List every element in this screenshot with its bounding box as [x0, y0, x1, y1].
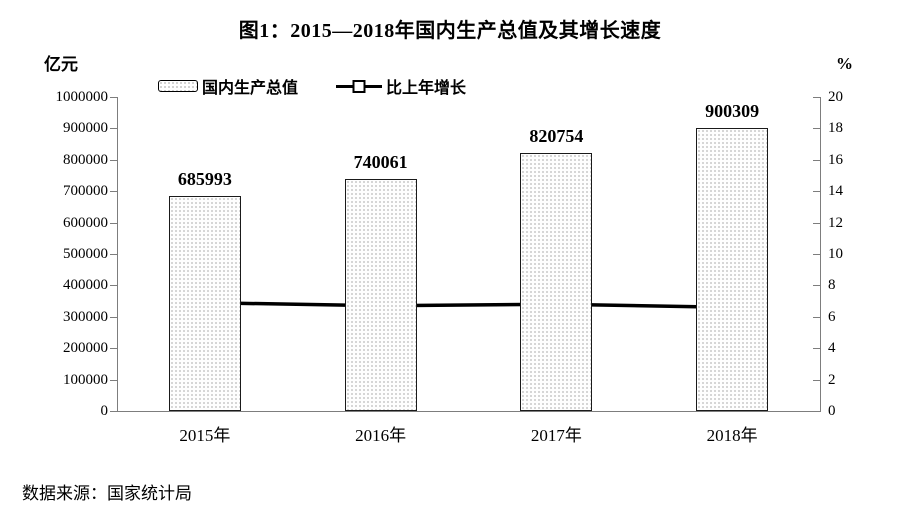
chart-title: 图1：2015—2018年国内生产总值及其增长速度: [238, 20, 662, 42]
left-axis-tick: [110, 191, 117, 193]
left-axis-tick: [110, 159, 117, 161]
x-axis-category-label: 2017年: [530, 426, 582, 445]
legend-bar-swatch-icon: [158, 80, 198, 92]
left-axis-tick: [110, 379, 117, 381]
left-axis-tick: [110, 285, 117, 287]
left-axis-tick: [110, 254, 117, 255]
right-axis-tick: [813, 379, 820, 381]
left-axis-tick: [110, 348, 117, 350]
right-axis-tick: [813, 128, 820, 130]
legend-item-growth: 比上年增长: [336, 74, 466, 98]
right-axis-tick-label: 6: [828, 308, 836, 325]
left-axis-tick-label: 1000000: [55, 89, 109, 105]
left-axis-tick-label: 700000: [63, 183, 108, 200]
bar-value-label: 820754: [529, 126, 584, 147]
legend: 国内生产总值 比上年增长: [158, 74, 466, 98]
legend-line-marker: [352, 79, 366, 93]
bar: [168, 195, 241, 411]
bar-value-label: 685993: [177, 168, 232, 189]
left-axis-tick-label: 600000: [63, 214, 108, 231]
growth-line: [204, 300, 733, 310]
right-axis-tick: [813, 97, 820, 98]
right-axis-tick: [813, 159, 820, 161]
left-axis-line: [117, 97, 118, 411]
left-axis-tick-label: 800000: [63, 151, 108, 168]
bar: [520, 153, 593, 411]
right-axis-tick-label: 10: [828, 246, 843, 262]
left-axis-tick: [110, 411, 117, 412]
legend-line-label: 比上年增长: [386, 80, 467, 97]
right-axis-tick: [813, 316, 820, 318]
right-axis-tick: [813, 254, 820, 255]
left-axis-tick: [110, 97, 117, 98]
right-axis-tick-label: 18: [828, 120, 843, 137]
left-axis-tick: [110, 316, 117, 318]
left-axis-tick-label: 900000: [63, 120, 108, 137]
left-axis-tick-label: 400000: [63, 277, 108, 294]
right-axis-tick: [813, 285, 820, 287]
left-axis-tick-label: 100000: [63, 371, 108, 388]
right-axis-line: [820, 97, 821, 411]
right-axis-tick: [813, 191, 820, 193]
source-note: 数据来源：国家统计局: [22, 484, 192, 503]
left-axis-tick: [110, 222, 117, 224]
right-axis-tick: [813, 348, 820, 350]
right-axis-unit: %: [836, 54, 853, 73]
legend-bar-label: 国内生产总值: [202, 80, 299, 97]
right-axis-tick-label: 0: [828, 403, 836, 419]
left-axis-tick-label: 300000: [63, 308, 108, 325]
right-axis-tick-label: 20: [828, 89, 843, 105]
left-axis-tick: [110, 128, 117, 130]
right-axis-tick-label: 8: [828, 277, 836, 294]
legend-line-swatch-icon: [336, 79, 383, 93]
left-axis-unit: 亿元: [44, 55, 78, 74]
left-axis-tick-label: 200000: [63, 340, 108, 357]
bar-value-label: 740061: [353, 151, 408, 172]
x-axis-category-label: 2015年: [179, 426, 231, 445]
left-axis-tick-label: 0: [100, 403, 109, 419]
x-axis-category-label: 2016年: [355, 426, 407, 445]
bar-value-label: 900309: [705, 101, 760, 122]
right-axis-tick-label: 2: [828, 371, 836, 388]
bar: [344, 178, 417, 411]
right-axis-tick-label: 16: [828, 151, 843, 168]
bar: [696, 128, 769, 411]
x-axis-line: [117, 411, 821, 412]
right-axis-tick-label: 4: [828, 340, 836, 357]
left-axis-tick-label: 500000: [63, 246, 108, 262]
legend-item-gdp: 国内生产总值: [158, 74, 298, 98]
x-axis-category-label: 2018年: [706, 426, 758, 445]
right-axis-tick-label: 14: [828, 183, 843, 200]
right-axis-tick: [813, 222, 820, 224]
right-axis-tick-label: 12: [828, 214, 843, 231]
